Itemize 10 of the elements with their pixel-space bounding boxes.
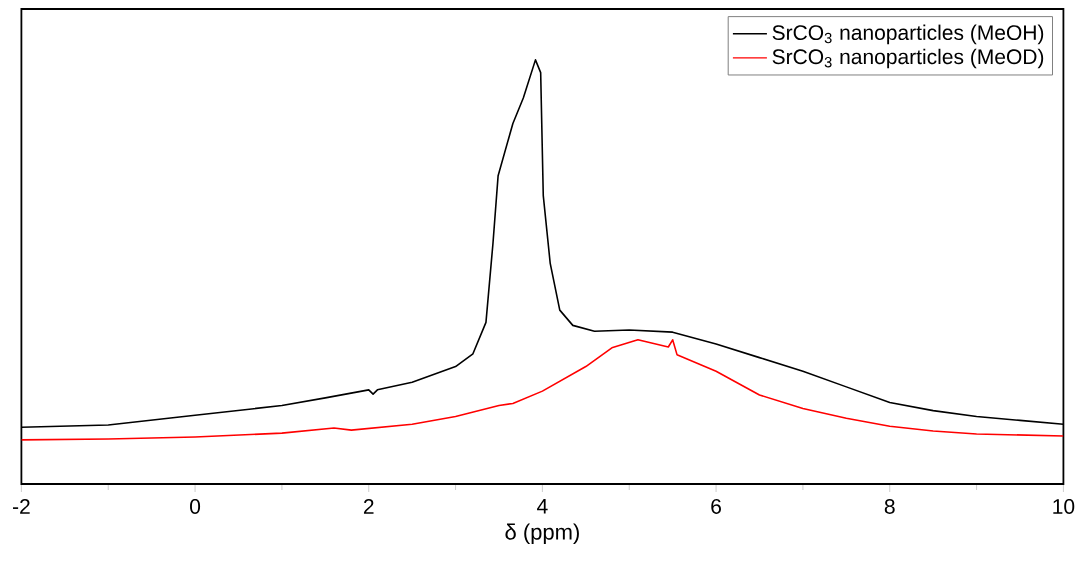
x-tick-label: 4 [537, 499, 548, 514]
x-tick-label: 10 [1053, 499, 1075, 514]
x-tick-label: 6 [711, 499, 721, 514]
x-tick-label: -2 [13, 499, 30, 514]
x-tick-label: 0 [190, 499, 201, 514]
legend-label: SrCO$_{3}$ nanoparticles (MeOH) [772, 24, 1044, 45]
x-axis-title: δ (ppm) [505, 523, 579, 545]
x-tick-label: 2 [363, 499, 374, 514]
x-tick-label: 8 [884, 499, 895, 514]
legend-label: SrCO$_{3}$ nanoparticles (MeOD) [772, 48, 1044, 69]
